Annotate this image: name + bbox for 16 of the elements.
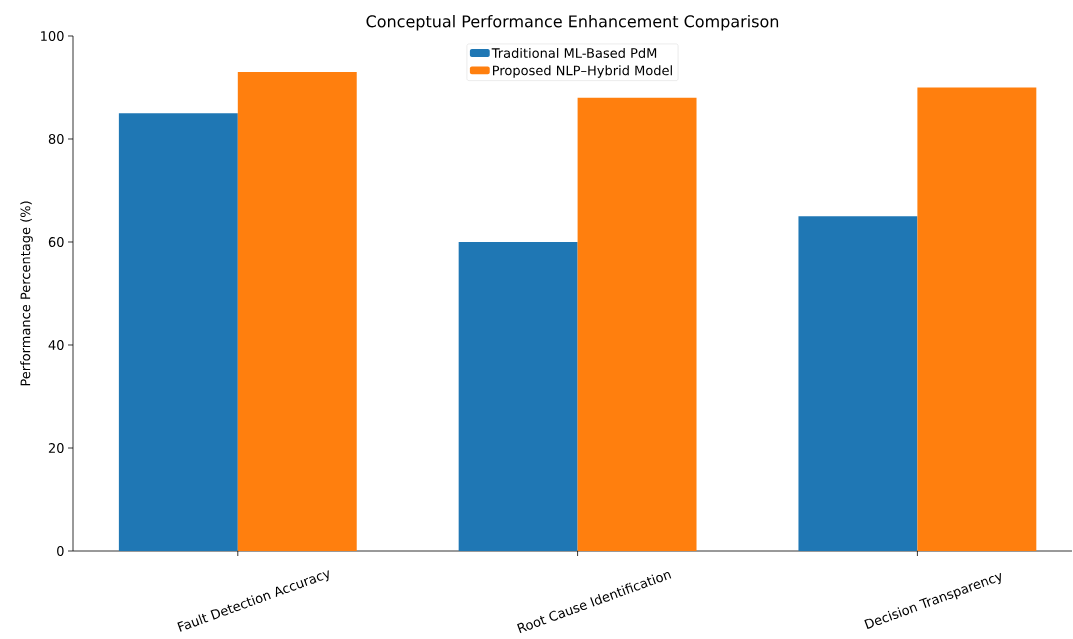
bar — [237, 72, 357, 551]
bar — [458, 242, 578, 551]
bar — [118, 113, 238, 551]
y-tick-label: 40 — [48, 340, 64, 350]
y-tick-label: 0 — [57, 546, 64, 556]
chart-title: Conceptual Performance Enhancement Comparison — [366, 15, 779, 31]
y-tick-label: 20 — [48, 443, 64, 453]
bar — [577, 97, 697, 551]
y-tick-label: 80 — [48, 134, 64, 144]
legend-label: Proposed NLP–Hybrid Model — [493, 65, 672, 78]
bar — [798, 216, 918, 551]
legend-label: Traditional ML-Based PdM — [491, 47, 657, 58]
y-tick-label: 60 — [48, 237, 64, 247]
y-axis-title: Performance Percentage (%) — [20, 201, 33, 386]
y-tick-label: 100 — [41, 31, 64, 41]
bar — [917, 87, 1037, 551]
